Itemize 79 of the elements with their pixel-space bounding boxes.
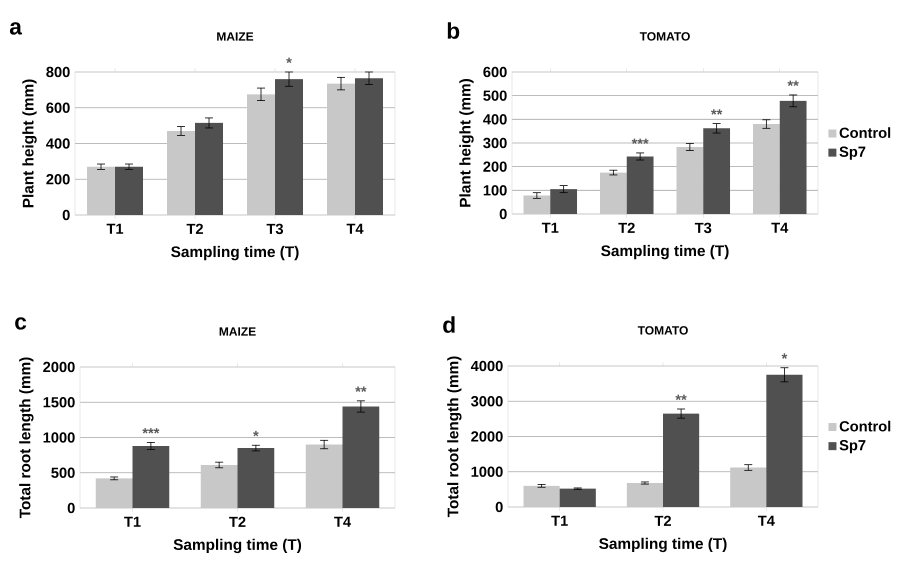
chart-title: MAIZE: [220, 327, 256, 336]
y-tick-label: 100: [484, 185, 507, 196]
x-tick-label: T4: [334, 516, 351, 527]
y-tick-label: 600: [483, 66, 507, 78]
bar: [626, 156, 654, 214]
x-axis-title: Sampling time (T): [599, 538, 727, 552]
y-tick-label: 3000: [471, 396, 503, 406]
bar: [780, 100, 807, 214]
text: c: [15, 317, 26, 330]
bar: [275, 79, 304, 215]
y-tick-label: 0: [496, 502, 503, 512]
x-tick-label: T2: [618, 222, 635, 233]
y-tick-label: 600: [46, 102, 70, 113]
chart-title: TOMATO: [640, 32, 690, 41]
annotation: **: [787, 80, 799, 86]
x-tick-label: T3: [694, 222, 712, 234]
bar: [663, 414, 700, 507]
x-tick-label: T1: [551, 516, 568, 526]
chart-title: TOMATO: [638, 326, 688, 335]
annotation: *: [782, 353, 788, 359]
bar: [355, 78, 383, 215]
legend-label: Sp7: [839, 146, 866, 160]
bar: [703, 128, 730, 214]
x-tick-label: T4: [771, 222, 788, 233]
x-tick-label: T1: [124, 516, 141, 527]
annotation: ***: [632, 138, 649, 144]
bar: [195, 122, 224, 215]
y-axis-title: Total root length (mm): [19, 357, 34, 518]
x-tick-label: T2: [186, 224, 203, 234]
y-tick-label: 1000: [472, 466, 503, 477]
y-axis-title: Total root length (mm): [447, 356, 462, 518]
y-axis-title: Plant height (mm): [22, 80, 37, 208]
x-tick-label: T2: [654, 516, 671, 526]
y-tick-label: 300: [483, 138, 507, 148]
y-tick-label: 800: [46, 66, 70, 78]
chart-title: MAIZE: [217, 32, 254, 41]
annotation: ***: [142, 428, 160, 434]
x-axis-title: Sampling time (T): [171, 246, 299, 260]
y-tick-label: 0: [62, 210, 70, 220]
annotation: *: [286, 58, 292, 64]
y-tick-label: 400: [46, 138, 70, 149]
bar: [766, 374, 803, 507]
x-axis-title: Sampling time (T): [174, 538, 302, 554]
y-tick-label: 500: [51, 468, 75, 478]
bar: [550, 189, 578, 214]
y-tick-label: 0: [68, 502, 75, 514]
x-tick-label: T3: [266, 224, 284, 234]
annotation: **: [355, 386, 367, 392]
bar: [342, 406, 380, 508]
text: d: [443, 316, 455, 333]
legend-label: Control: [840, 420, 890, 432]
x-tick-label: T2: [229, 516, 246, 527]
y-axis-title: Plant height (mm): [459, 79, 474, 207]
y-tick-label: 1000: [44, 432, 75, 443]
y-tick-label: 0: [500, 208, 507, 220]
annotation: *: [253, 430, 259, 436]
text: b: [448, 22, 460, 39]
x-tick-label: T4: [758, 516, 775, 526]
y-tick-label: 200: [46, 174, 70, 184]
x-tick-label: T1: [106, 224, 124, 234]
y-tick-label: 1500: [44, 397, 75, 408]
annotation: **: [675, 394, 687, 400]
y-tick-label: 400: [483, 114, 507, 125]
bar: [560, 488, 596, 507]
y-tick-label: 2000: [43, 362, 75, 372]
bar: [132, 446, 170, 508]
y-tick-label: 500: [483, 90, 507, 101]
x-tick-label: T4: [346, 224, 364, 234]
y-tick-label: 2000: [471, 431, 503, 442]
y-tick-label: 4000: [470, 360, 503, 372]
annotation: **: [710, 109, 722, 115]
legend-label: Sp7: [840, 440, 866, 454]
x-axis-title: Sampling time (T): [601, 244, 729, 260]
bar: [115, 166, 144, 215]
y-tick-label: 200: [483, 161, 507, 172]
x-tick-label: T1: [542, 222, 558, 233]
bar: [238, 448, 274, 508]
text: a: [10, 22, 22, 35]
legend-label: Control: [840, 127, 890, 138]
